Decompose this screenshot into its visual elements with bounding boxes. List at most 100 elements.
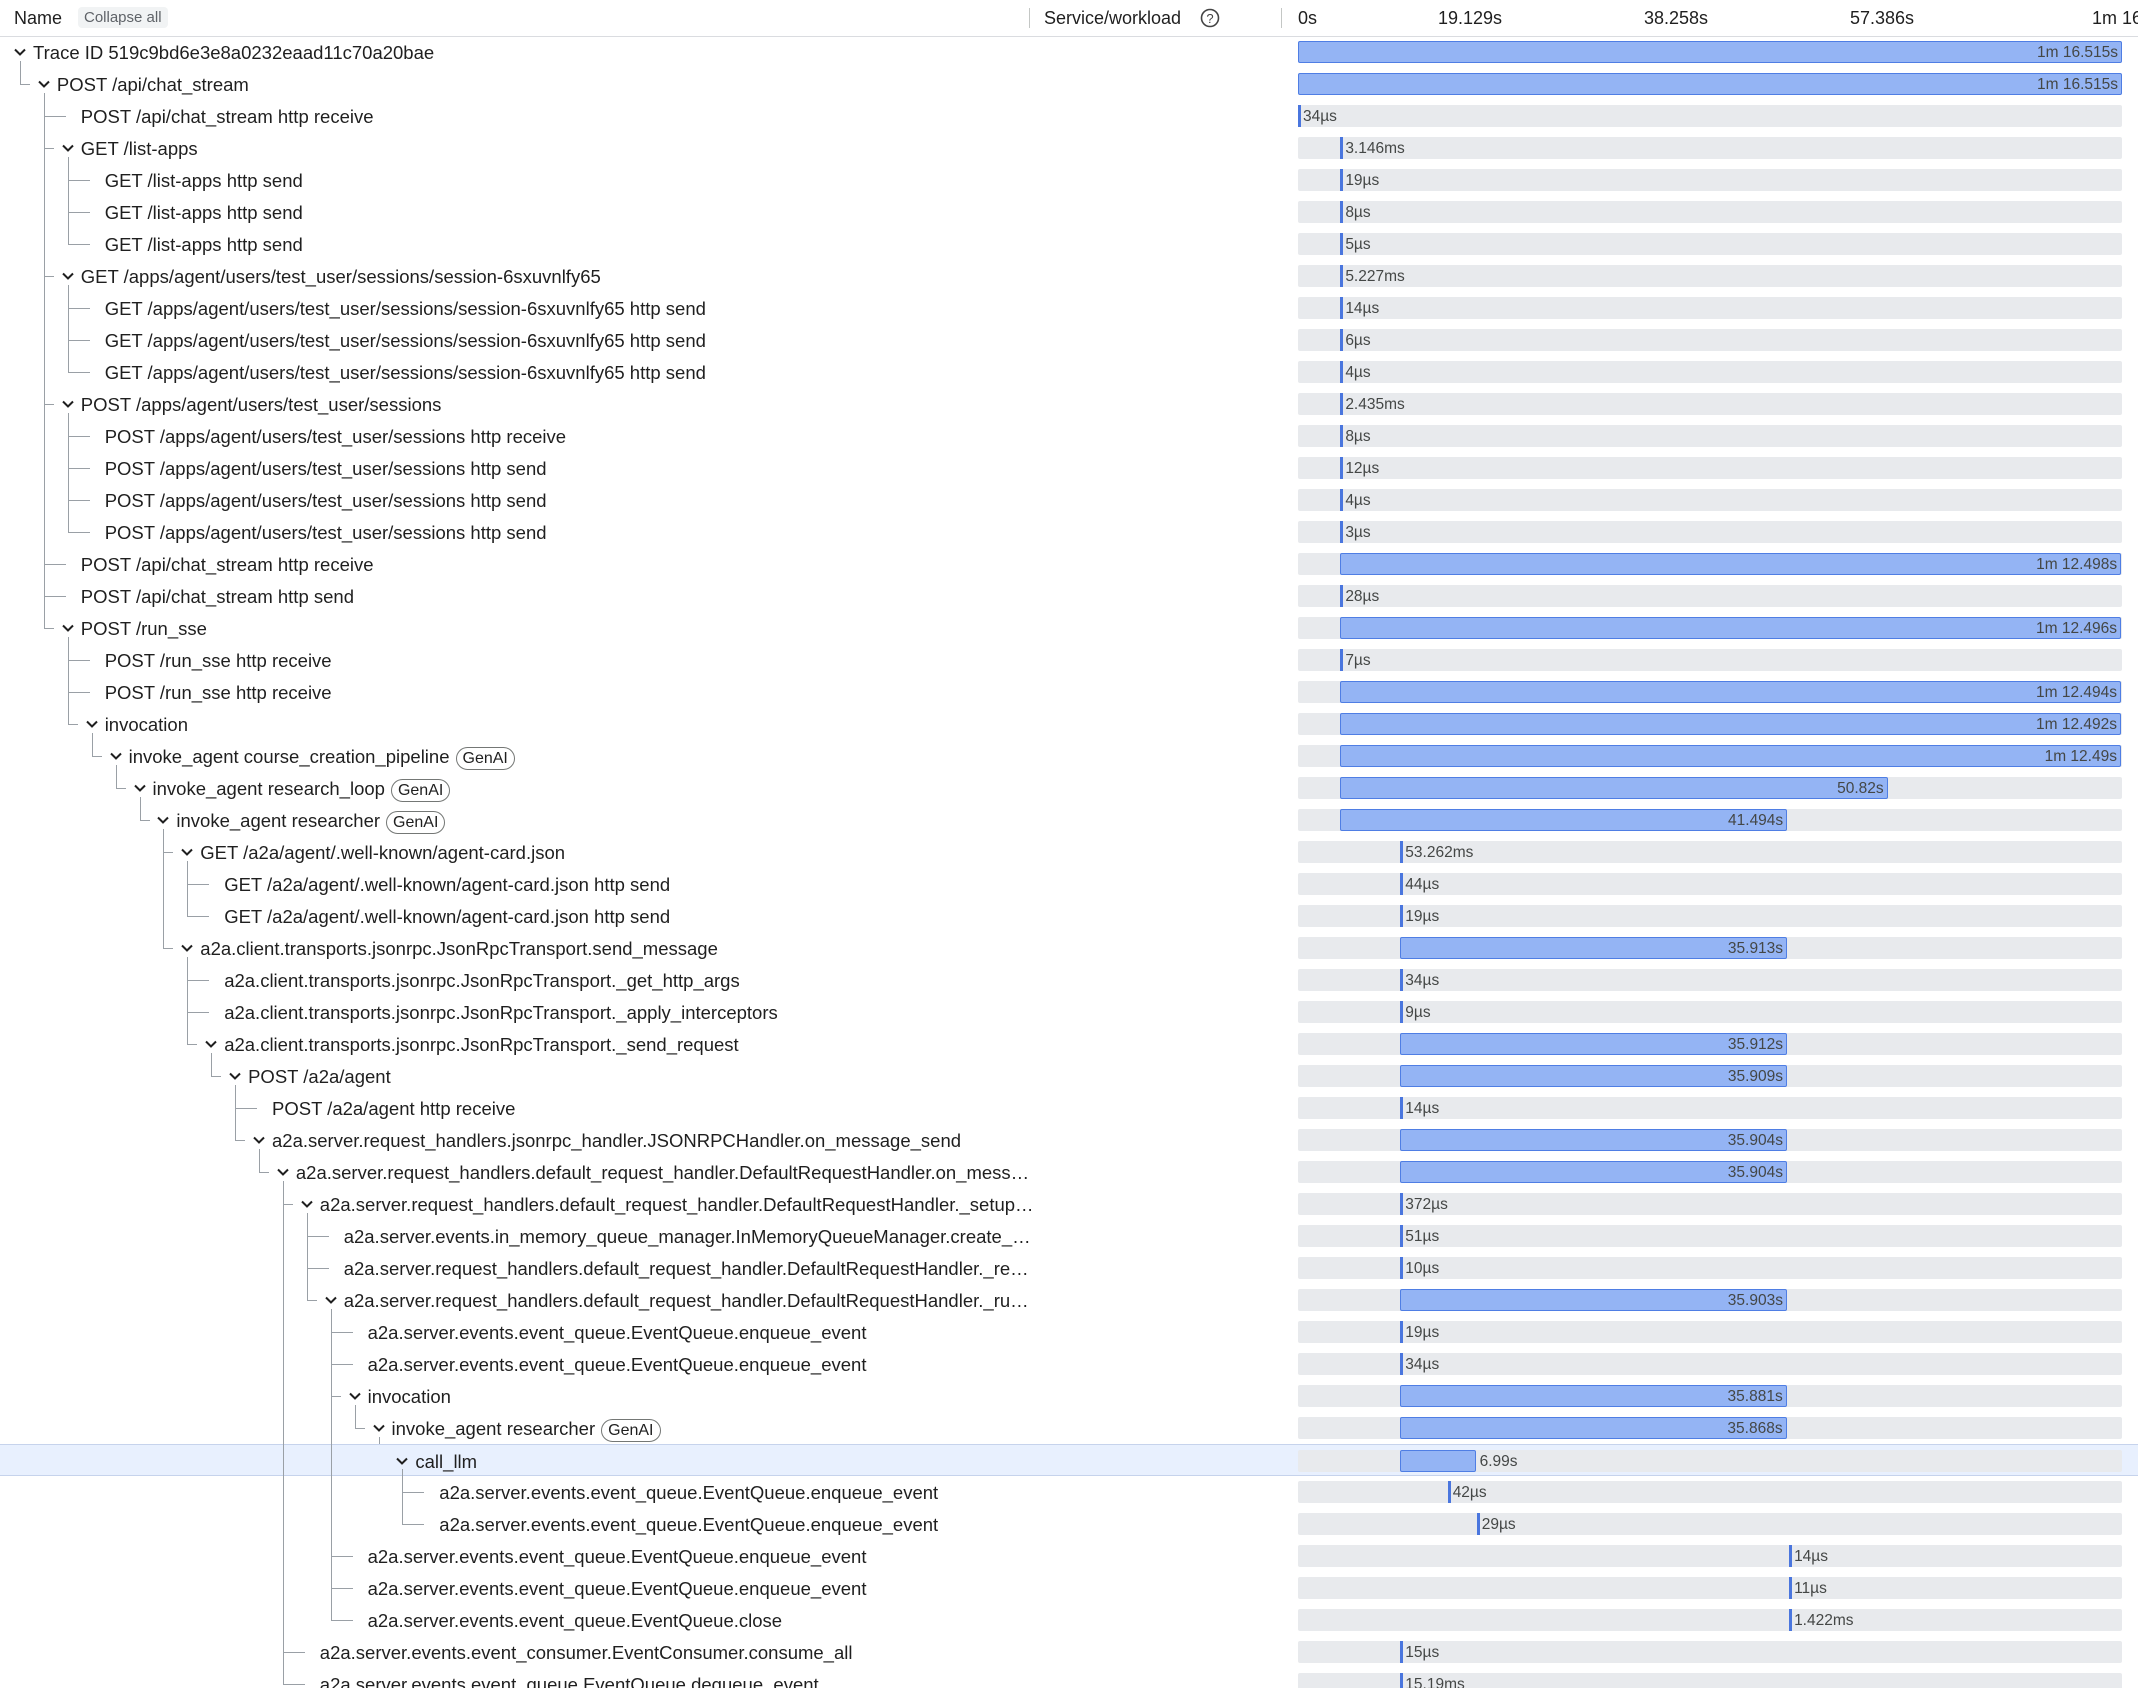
expand-toggle[interactable] <box>276 1165 290 1179</box>
expand-toggle[interactable] <box>61 397 75 411</box>
duration-label: 1m 12.494s <box>2036 684 2118 701</box>
tree-guide <box>43 116 66 117</box>
span-row[interactable]: POST /apps/agent/users/test_user/session… <box>0 484 2138 516</box>
span-row[interactable]: invoke_agent course_creation_pipeline Gen… <box>0 740 2138 772</box>
span-row[interactable]: a2a.server.request_handlers.default_requ… <box>0 1188 2138 1220</box>
span-row[interactable]: a2a.server.events.event_queue.EventQueue… <box>0 1316 2138 1348</box>
expand-toggle[interactable] <box>180 845 194 859</box>
span-row[interactable]: invocation 35.881s <box>0 1380 2138 1412</box>
span-row[interactable]: GET /list-apps http send 8µs <box>0 196 2138 228</box>
span-row[interactable]: invoke_agent researcher GenAI 41.494s <box>0 804 2138 836</box>
span-row[interactable]: Trace ID 519c9bd6e3e8a0232eaad11c70a20ba… <box>0 36 2138 68</box>
span-row[interactable]: a2a.server.request_handlers.jsonrpc_hand… <box>0 1124 2138 1156</box>
span-row[interactable]: GET /list-apps 3.146ms <box>0 132 2138 164</box>
span-row[interactable]: a2a.client.transports.jsonrpc.JsonRpcTra… <box>0 1028 2138 1060</box>
span-row[interactable]: POST /api/chat_stream http receive 1m 12.… <box>0 548 2138 580</box>
span-row[interactable]: GET /a2a/agent/.well-known/agent-card.js… <box>0 836 2138 868</box>
span-row[interactable]: a2a.client.transports.jsonrpc.JsonRpcTra… <box>0 996 2138 1028</box>
expand-toggle[interactable] <box>61 621 75 635</box>
expand-toggle[interactable] <box>61 269 75 283</box>
span-name-text: GET /apps/agent/users/test_user/sessions… <box>104 362 706 383</box>
span-row[interactable]: POST /apps/agent/users/test_user/session… <box>0 516 2138 548</box>
timeline-track <box>1298 489 2122 511</box>
span-row[interactable]: a2a.server.events.event_queue.EventQueue… <box>0 1508 2138 1540</box>
help-icon[interactable]: ? <box>1200 8 1220 28</box>
span-row[interactable]: POST /run_sse http receive 7µs <box>0 644 2138 676</box>
duration-bar <box>1400 1193 1404 1215</box>
span-row[interactable]: a2a.server.events.event_queue.EventQueue… <box>0 1476 2138 1508</box>
span-row[interactable]: a2a.server.events.event_consumer.EventCo… <box>0 1636 2138 1668</box>
expand-toggle[interactable] <box>180 941 194 955</box>
tree-guide <box>259 1149 260 1172</box>
expand-toggle[interactable] <box>13 45 27 59</box>
span-row[interactable]: POST /a2a/agent http receive 14µs <box>0 1092 2138 1124</box>
span-row[interactable]: POST /api/chat_stream http receive 34µs <box>0 100 2138 132</box>
span-row[interactable]: POST /run_sse http receive 1m 12.494s <box>0 676 2138 708</box>
expand-toggle[interactable] <box>37 77 51 91</box>
duration-bar <box>1340 521 1344 543</box>
span-name: a2a.server.request_handlers.default_requ… <box>296 1162 1029 1184</box>
span-row[interactable]: GET /a2a/agent/.well-known/agent-card.js… <box>0 868 2138 900</box>
duration-bar <box>1340 425 1344 447</box>
span-name: POST /api/chat_stream http receive <box>81 106 374 128</box>
expand-toggle[interactable] <box>133 781 147 795</box>
span-name-text: a2a.server.events.event_queue.EventQueue… <box>439 1514 939 1535</box>
expand-toggle[interactable] <box>372 1421 386 1435</box>
span-row[interactable]: a2a.server.request_handlers.default_requ… <box>0 1252 2138 1284</box>
span-row[interactable]: POST /apps/agent/users/test_user/session… <box>0 388 2138 420</box>
span-row[interactable]: a2a.server.request_handlers.default_requ… <box>0 1156 2138 1188</box>
span-row[interactable]: a2a.server.events.event_queue.EventQueue… <box>0 1540 2138 1572</box>
timeline-track <box>1298 1321 2122 1343</box>
expand-toggle[interactable] <box>85 717 99 731</box>
span-row[interactable]: GET /apps/agent/users/test_user/sessions… <box>0 356 2138 388</box>
span-row[interactable]: GET /apps/agent/users/test_user/sessions… <box>0 260 2138 292</box>
span-row[interactable]: POST /run_sse 1m 12.496s <box>0 612 2138 644</box>
span-row[interactable]: GET /list-apps http send 19µs <box>0 164 2138 196</box>
duration-label: 3.146ms <box>1345 140 1405 157</box>
expand-toggle[interactable] <box>156 813 170 827</box>
span-name-text: POST /api/chat_stream http receive <box>80 106 374 127</box>
span-row[interactable]: POST /api/chat_stream 1m 16.515s <box>0 68 2138 100</box>
span-row[interactable]: POST /a2a/agent 35.909s <box>0 1060 2138 1092</box>
duration-bar <box>1340 681 2121 703</box>
expand-toggle[interactable] <box>252 1133 266 1147</box>
span-row[interactable]: a2a.server.events.event_queue.EventQueue… <box>0 1668 2138 1688</box>
span-row[interactable]: GET /apps/agent/users/test_user/sessions… <box>0 324 2138 356</box>
duration-bar <box>1340 585 1344 607</box>
duration-bar <box>1476 1513 1480 1535</box>
span-row[interactable]: call_llm 6.99s <box>0 1444 2138 1476</box>
expand-toggle[interactable] <box>348 1389 362 1403</box>
expand-toggle[interactable] <box>324 1293 338 1307</box>
span-row[interactable]: POST /apps/agent/users/test_user/session… <box>0 452 2138 484</box>
collapse-all-button[interactable]: Collapse all <box>78 7 168 28</box>
span-row[interactable]: invocation 1m 12.492s <box>0 708 2138 740</box>
span-row[interactable]: a2a.server.request_handlers.default_requ… <box>0 1284 2138 1316</box>
tree-guide <box>67 660 90 661</box>
span-row[interactable]: a2a.client.transports.jsonrpc.JsonRpcTra… <box>0 932 2138 964</box>
span-row[interactable]: invoke_agent research_loop GenAI 50.82s <box>0 772 2138 804</box>
span-row[interactable]: a2a.server.events.event_queue.EventQueue… <box>0 1348 2138 1380</box>
span-row[interactable]: POST /apps/agent/users/test_user/session… <box>0 420 2138 452</box>
expand-toggle[interactable] <box>300 1197 314 1211</box>
span-row[interactable]: a2a.server.events.in_memory_queue_manage… <box>0 1220 2138 1252</box>
expand-toggle[interactable] <box>228 1069 242 1083</box>
span-row[interactable]: GET /a2a/agent/.well-known/agent-card.js… <box>0 900 2138 932</box>
duration-bar <box>1400 1161 1787 1183</box>
timeline-track <box>1298 1257 2122 1279</box>
span-row[interactable]: invoke_agent researcher GenAI 35.868s <box>0 1412 2138 1444</box>
duration-bar <box>1340 489 1344 511</box>
span-row[interactable]: a2a.client.transports.jsonrpc.JsonRpcTra… <box>0 964 2138 996</box>
span-row[interactable]: a2a.server.events.event_queue.EventQueue… <box>0 1572 2138 1604</box>
expand-toggle[interactable] <box>109 749 123 763</box>
span-row[interactable]: GET /apps/agent/users/test_user/sessions… <box>0 292 2138 324</box>
span-row[interactable]: POST /api/chat_stream http send 28µs <box>0 580 2138 612</box>
tree-guide <box>20 84 30 85</box>
duration-bar <box>1340 297 1344 319</box>
span-name-text: POST /run_sse http receive <box>104 650 332 671</box>
timeline-track <box>1298 1001 2122 1023</box>
expand-toggle[interactable] <box>61 141 75 155</box>
span-row[interactable]: GET /list-apps http send 5µs <box>0 228 2138 260</box>
expand-toggle[interactable] <box>395 1454 409 1468</box>
expand-toggle[interactable] <box>204 1037 218 1051</box>
span-row[interactable]: a2a.server.events.event_queue.EventQueue… <box>0 1604 2138 1636</box>
